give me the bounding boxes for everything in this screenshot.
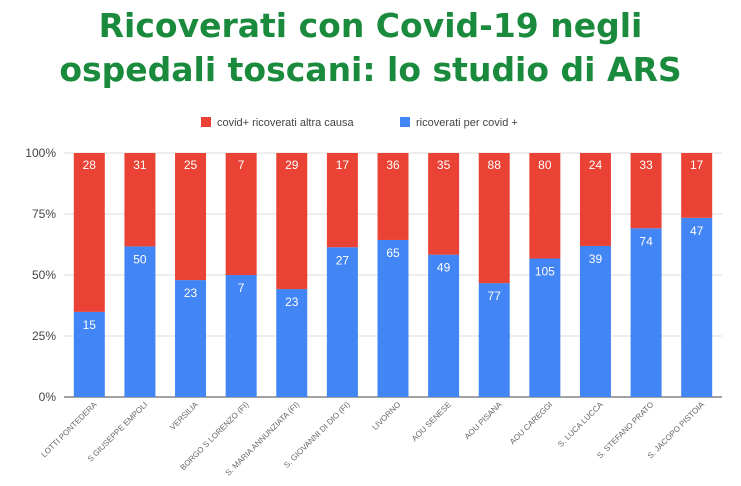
data-label-altra-causa: 35 xyxy=(437,158,451,172)
x-category-label: S. LUCA LUCCA xyxy=(556,400,605,449)
data-label-altra-causa: 17 xyxy=(336,158,350,172)
bar-segment-altra-causa xyxy=(175,153,207,281)
bar-segment-altra-causa xyxy=(630,153,662,229)
data-label-per-covid: 50 xyxy=(133,252,147,266)
y-tick-label: 100% xyxy=(25,146,56,160)
data-label-per-covid: 23 xyxy=(285,295,299,309)
bar-segment-per-covid xyxy=(428,254,460,397)
bar-segment-per-covid xyxy=(478,283,510,397)
chart-title: Ricoverati con Covid-19 negli ospedali t… xyxy=(0,4,741,92)
bars: 2815315025237729231727366535498877801052… xyxy=(73,153,713,397)
y-tick-label: 25% xyxy=(32,329,56,343)
data-label-altra-causa: 31 xyxy=(133,158,147,172)
data-label-per-covid: 27 xyxy=(336,253,350,267)
x-category-label: AOU CAREGGI xyxy=(508,400,554,446)
y-tick-label: 0% xyxy=(39,390,57,404)
legend: covid+ ricoverati altra causa ricoverati… xyxy=(201,117,518,129)
data-label-altra-causa: 80 xyxy=(538,158,552,172)
data-label-per-covid: 47 xyxy=(690,224,704,238)
data-label-altra-causa: 24 xyxy=(589,158,603,172)
y-tick-label: 75% xyxy=(32,207,56,221)
bar-segment-altra-causa xyxy=(225,153,257,275)
x-category-label: VERSILIA xyxy=(168,400,200,432)
data-label-per-covid: 7 xyxy=(238,281,245,295)
y-axis-ticks: 0% 25% 50% 75% 100% xyxy=(25,146,56,404)
bar-segment-altra-causa xyxy=(681,153,713,218)
x-category-label: LOTTI PONTEDERA xyxy=(40,400,100,460)
bar-segment-altra-causa xyxy=(326,153,358,248)
bar-segment-per-covid xyxy=(579,245,611,397)
data-label-altra-causa: 29 xyxy=(285,158,299,172)
x-category-label: AOU PISANA xyxy=(463,400,504,441)
data-label-altra-causa: 88 xyxy=(488,158,502,172)
bar-segment-per-covid xyxy=(326,247,358,397)
data-label-altra-causa: 36 xyxy=(386,158,400,172)
bar-segment-per-covid xyxy=(377,239,409,397)
bar-segment-per-covid xyxy=(175,280,207,397)
x-category-label: S. JACOPO PISTOIA xyxy=(646,400,707,461)
bar-segment-altra-causa xyxy=(276,153,308,290)
legend-label-altra-causa: covid+ ricoverati altra causa xyxy=(217,117,355,129)
data-label-per-covid: 39 xyxy=(589,252,603,266)
x-category-label: LIVORNO xyxy=(371,400,403,432)
legend-swatch-per-covid xyxy=(400,117,410,127)
x-category-label: S. STEFANO PRATO xyxy=(595,400,655,460)
title-line-2: ospedali toscani: lo studio di ARS xyxy=(59,50,682,89)
data-label-altra-causa: 7 xyxy=(238,158,245,172)
bar-segment-per-covid xyxy=(73,311,105,397)
bar-segment-per-covid xyxy=(225,275,257,397)
bar-segment-per-covid xyxy=(124,246,156,397)
y-tick-label: 50% xyxy=(32,268,56,282)
data-label-altra-causa: 17 xyxy=(690,158,704,172)
bar-segment-altra-causa xyxy=(124,153,156,247)
data-label-per-covid: 15 xyxy=(83,318,97,332)
data-label-altra-causa: 28 xyxy=(83,158,97,172)
data-label-per-covid: 65 xyxy=(386,246,400,260)
title-line-1: Ricoverati con Covid-19 negli xyxy=(98,6,643,45)
data-label-per-covid: 105 xyxy=(535,265,555,279)
bar-segment-per-covid xyxy=(529,258,561,397)
legend-label-per-covid: ricoverati per covid + xyxy=(416,117,518,129)
bar-segment-per-covid xyxy=(630,228,662,397)
data-label-altra-causa: 33 xyxy=(639,158,653,172)
bar-segment-per-covid xyxy=(681,217,713,397)
data-label-per-covid: 77 xyxy=(488,289,502,303)
data-label-per-covid: 74 xyxy=(639,234,653,248)
x-category-label: AOU SENESE xyxy=(410,400,453,443)
bar-segment-altra-causa xyxy=(73,153,105,312)
bar-segment-altra-causa xyxy=(377,153,409,240)
data-label-per-covid: 23 xyxy=(184,286,198,300)
data-label-altra-causa: 25 xyxy=(184,158,198,172)
legend-swatch-altra-causa xyxy=(201,117,211,127)
bar-segment-altra-causa xyxy=(478,153,510,284)
bar-segment-altra-causa xyxy=(428,153,460,255)
bar-segment-altra-causa xyxy=(529,153,561,259)
bar-segment-altra-causa xyxy=(579,153,611,246)
data-label-per-covid: 49 xyxy=(437,261,451,275)
bar-segment-per-covid xyxy=(276,289,308,397)
